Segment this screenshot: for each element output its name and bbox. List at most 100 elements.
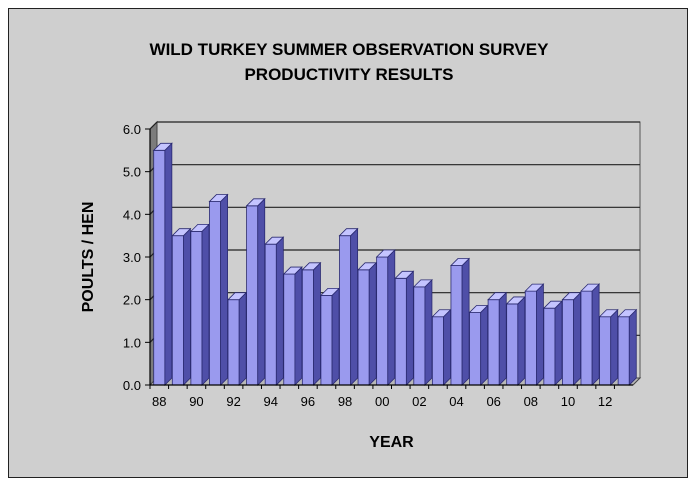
bar-side bbox=[388, 250, 395, 385]
bar-front bbox=[339, 236, 350, 385]
bar-front bbox=[581, 291, 592, 385]
chart-frame: WILD TURKEY SUMMER OBSERVATION SURVEY PR… bbox=[8, 8, 688, 478]
bar-side bbox=[481, 305, 488, 385]
bar bbox=[339, 229, 357, 385]
y-tick-label: 0.0 bbox=[123, 378, 141, 393]
bar-front bbox=[395, 278, 406, 385]
bar-side bbox=[444, 310, 451, 385]
bar-front bbox=[154, 150, 165, 385]
bar-front bbox=[172, 236, 183, 385]
bar-side bbox=[629, 310, 636, 385]
x-tick-label: 06 bbox=[486, 394, 500, 409]
bar bbox=[414, 280, 432, 385]
bar bbox=[191, 224, 209, 385]
y-tick-label: 6.0 bbox=[123, 122, 141, 137]
y-axis-label: POULTS / HEN bbox=[80, 202, 97, 313]
x-tick-label: 92 bbox=[226, 394, 240, 409]
bar-side bbox=[425, 280, 432, 385]
bar-front bbox=[302, 270, 313, 385]
bar bbox=[525, 284, 543, 385]
bar-side bbox=[258, 199, 265, 385]
bar-side bbox=[462, 259, 469, 385]
bar-side bbox=[313, 263, 320, 385]
bar-side bbox=[276, 237, 283, 385]
bar bbox=[154, 143, 172, 385]
bar-front bbox=[247, 206, 258, 385]
x-tick-label: 94 bbox=[264, 394, 278, 409]
bar bbox=[377, 250, 395, 385]
bar-front bbox=[321, 295, 332, 385]
bar bbox=[488, 293, 506, 385]
y-tick-label: 5.0 bbox=[123, 165, 141, 180]
bar bbox=[470, 305, 488, 385]
bar-front bbox=[544, 308, 555, 385]
bar-front bbox=[191, 231, 202, 385]
bar-front bbox=[358, 270, 369, 385]
bar-front bbox=[377, 257, 388, 385]
bar-side bbox=[574, 293, 581, 385]
bar-front bbox=[600, 317, 611, 385]
bar-side bbox=[536, 284, 543, 385]
bar-side bbox=[499, 293, 506, 385]
bar-front bbox=[284, 274, 295, 385]
x-tick-label: 96 bbox=[301, 394, 315, 409]
bar bbox=[302, 263, 320, 385]
bar-side bbox=[611, 310, 618, 385]
y-tick-label: 2.0 bbox=[123, 293, 141, 308]
bar-front bbox=[209, 202, 220, 385]
bar-front bbox=[507, 304, 518, 385]
bar bbox=[432, 310, 450, 385]
bar-front bbox=[562, 300, 573, 385]
bar bbox=[228, 293, 246, 385]
x-tick-label: 02 bbox=[412, 394, 426, 409]
x-tick-label: 04 bbox=[449, 394, 463, 409]
bar-front bbox=[618, 317, 629, 385]
bar-side bbox=[592, 284, 599, 385]
bar-side bbox=[183, 229, 190, 385]
bar bbox=[544, 301, 562, 385]
bar bbox=[172, 229, 190, 385]
bar-front bbox=[432, 317, 443, 385]
bar bbox=[209, 195, 227, 385]
bar bbox=[451, 259, 469, 385]
bar-front bbox=[470, 312, 481, 385]
bar-side bbox=[221, 195, 228, 385]
y-tick-label: 3.0 bbox=[123, 250, 141, 265]
x-tick-label: 08 bbox=[524, 394, 538, 409]
bar-side bbox=[295, 267, 302, 385]
bar-side bbox=[351, 229, 358, 385]
bar-side bbox=[165, 143, 172, 385]
bar bbox=[395, 271, 413, 385]
bar bbox=[247, 199, 265, 385]
x-tick-label: 00 bbox=[375, 394, 389, 409]
bar-front bbox=[265, 244, 276, 385]
bar-chart: 0.0 1.0 2.0 3.0 4.0 5.0 6.0 88 90 92 94 96 98 00 02 04… bbox=[9, 9, 689, 479]
bar-front bbox=[525, 291, 536, 385]
bar-front bbox=[451, 266, 462, 385]
x-tick-labels: 88 90 92 94 96 98 00 02 04 06 08 10 12 bbox=[152, 394, 612, 409]
y-tick-labels: 0.0 1.0 2.0 3.0 4.0 5.0 6.0 bbox=[123, 122, 141, 393]
x-tick-label: 90 bbox=[189, 394, 203, 409]
x-tick-label: 10 bbox=[561, 394, 575, 409]
bar bbox=[358, 263, 376, 385]
x-axis-label: YEAR bbox=[369, 434, 414, 451]
bar-side bbox=[406, 271, 413, 385]
bar bbox=[618, 310, 636, 385]
y-tick-label: 4.0 bbox=[123, 207, 141, 222]
bar-side bbox=[518, 297, 525, 385]
y-tick-label: 1.0 bbox=[123, 335, 141, 350]
bar-side bbox=[555, 301, 562, 385]
x-tick-label: 12 bbox=[598, 394, 612, 409]
bar-side bbox=[369, 263, 376, 385]
bar bbox=[600, 310, 618, 385]
bar bbox=[581, 284, 599, 385]
x-tick-label: 88 bbox=[152, 394, 166, 409]
bar-side bbox=[332, 288, 339, 385]
bar bbox=[265, 237, 283, 385]
bar-side bbox=[239, 293, 246, 385]
bar-front bbox=[228, 300, 239, 385]
bar bbox=[321, 288, 339, 385]
bar bbox=[507, 297, 525, 385]
bar-front bbox=[414, 287, 425, 385]
bar-side bbox=[202, 224, 209, 385]
